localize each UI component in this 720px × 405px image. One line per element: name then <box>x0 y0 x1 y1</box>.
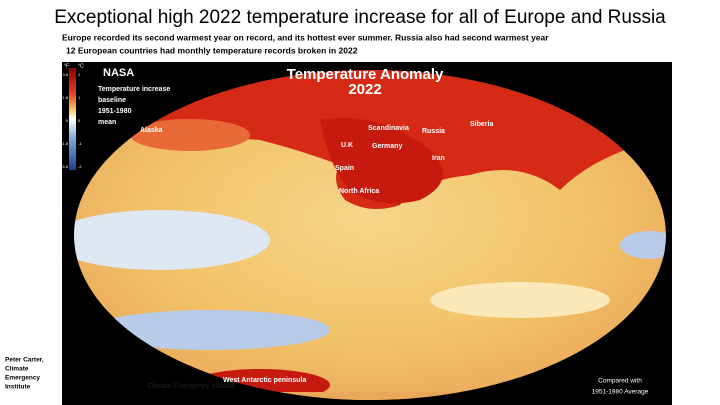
subtitle: Europe recorded its second warmest year … <box>62 32 549 42</box>
tick-f: 0 <box>66 118 69 123</box>
legend-note: baseline <box>98 97 126 104</box>
region-label: Iran <box>432 155 445 162</box>
tick-c: 1 <box>78 95 81 100</box>
source: NASA <box>103 67 134 79</box>
legend-note: mean <box>98 119 116 126</box>
tick-f: 3.6 <box>62 72 68 77</box>
credit: Climate <box>5 366 29 373</box>
credit: Peter Carter, <box>5 357 44 364</box>
region-label: North Africa <box>339 188 379 195</box>
tick-f: 1.8 <box>62 95 68 100</box>
region-label: Alaska <box>140 127 163 134</box>
tick-f: -3.6 <box>61 164 69 169</box>
slide-title: Exceptional high 2022 temperature increa… <box>54 7 666 28</box>
temperature-map <box>74 70 666 400</box>
comparison: 1951-1980 Average <box>592 389 649 396</box>
tick-c: 0 <box>78 118 81 123</box>
credit: Emergency <box>5 375 40 382</box>
legend-note: Temperature increase <box>98 86 170 93</box>
region-label: Scandinavia <box>368 125 409 132</box>
region-label: West Antarctic peninsula <box>223 377 306 384</box>
credit: Institute <box>5 384 31 391</box>
region-label: U.K <box>341 142 353 149</box>
tick-c: -2 <box>78 164 82 169</box>
map-title: Temperature Anomaly <box>287 66 444 83</box>
region-label: Siberia <box>470 121 493 128</box>
tick-c: 2 <box>78 72 81 77</box>
subtitle: 12 European countries had monthly temper… <box>66 45 358 55</box>
map-year: 2022 <box>348 81 381 98</box>
region-label: Germany <box>372 143 402 150</box>
legend-note: 1951-1980 <box>98 108 132 115</box>
region-label: Spain <box>335 165 354 172</box>
unit-f: °F <box>64 63 69 69</box>
color-legend <box>69 68 76 170</box>
tick-c: -1 <box>78 141 82 146</box>
watermark: Climate Emergency Institute <box>148 383 236 390</box>
unit-c: °C <box>78 63 84 69</box>
region-label: Russia <box>422 128 445 135</box>
tick-f: -1.8 <box>61 141 69 146</box>
comparison: Compared with <box>598 378 642 385</box>
